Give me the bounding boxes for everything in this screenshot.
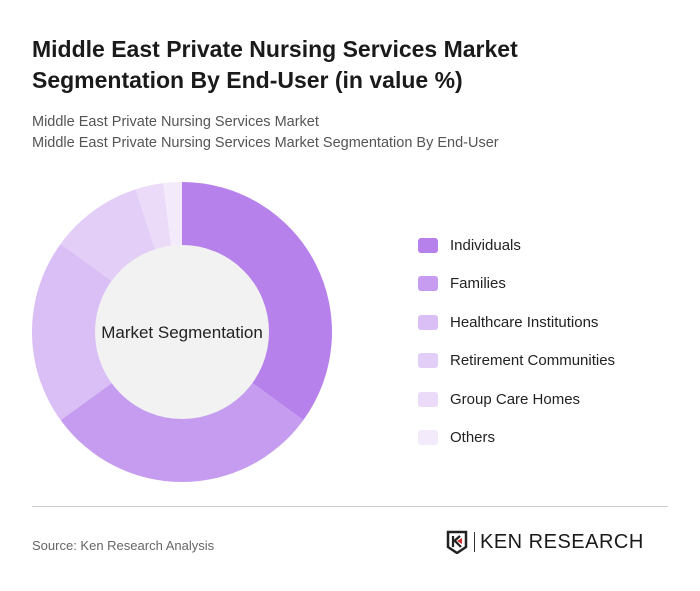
legend-label: Others: [450, 429, 496, 447]
legend-swatch: [418, 237, 438, 253]
legend-item: Others: [418, 419, 615, 458]
legend-label: Retirement Communities: [450, 352, 616, 370]
legend-item: Families: [418, 265, 615, 304]
donut-hole: [95, 245, 269, 419]
legend-swatch: [418, 276, 438, 292]
legend-item: Retirement Communities: [418, 342, 615, 381]
legend-label: Healthcare Institutions: [450, 313, 599, 331]
divider: [32, 506, 668, 507]
legend-label: Individuals: [450, 236, 521, 254]
subtitle-1: Middle East Private Nursing Services Mar…: [32, 114, 319, 130]
logo-text: KEN RESEARCH: [474, 532, 644, 552]
subtitle-2: Middle East Private Nursing Services Mar…: [32, 135, 499, 151]
legend-item: Healthcare Institutions: [418, 303, 615, 342]
logo-shield-icon: [446, 530, 468, 554]
legend: Individuals Families Healthcare Institutio…: [418, 226, 615, 457]
legend-swatch: [418, 391, 438, 407]
legend-item: Individuals: [418, 226, 615, 265]
legend-label: Group Care Homes: [450, 390, 581, 408]
legend-swatch: [418, 353, 438, 369]
donut-chart: Market Segmentation: [31, 182, 332, 482]
legend-item: Group Care Homes: [418, 380, 615, 419]
source-note: Source: Ken Research Analysis: [32, 538, 215, 553]
chart-title: Middle East Private Nursing Services Mar…: [32, 36, 518, 93]
legend-label: Families: [450, 275, 506, 293]
legend-swatch: [418, 430, 438, 446]
legend-swatch: [418, 314, 438, 330]
center-label: Market Segmentation: [101, 323, 263, 342]
ken-research-logo: KEN RESEARCH: [446, 530, 644, 554]
